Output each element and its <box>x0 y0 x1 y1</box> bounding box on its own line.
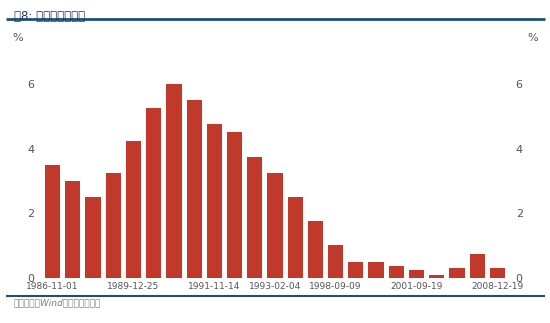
Bar <box>288 197 303 278</box>
Text: 数据来源：Wind，中信建投证券: 数据来源：Wind，中信建投证券 <box>14 299 101 308</box>
Text: %: % <box>12 33 23 43</box>
Bar <box>267 173 283 278</box>
Bar <box>227 132 242 278</box>
Bar <box>348 262 364 278</box>
Bar <box>449 268 465 278</box>
Bar <box>429 275 444 278</box>
Bar <box>247 157 262 278</box>
Bar <box>106 173 121 278</box>
Bar <box>186 100 202 278</box>
Bar <box>409 270 424 278</box>
Bar <box>389 266 404 278</box>
Bar <box>490 268 505 278</box>
Text: %: % <box>527 33 538 43</box>
Text: 图8: 日本官方贴现率: 图8: 日本官方贴现率 <box>14 10 85 23</box>
Bar <box>126 141 141 278</box>
Bar <box>146 108 161 278</box>
Bar <box>207 124 222 278</box>
Bar <box>328 245 343 278</box>
Bar <box>470 254 485 278</box>
Bar <box>166 84 182 278</box>
Bar <box>85 197 101 278</box>
Bar <box>308 221 323 278</box>
Bar <box>65 181 80 278</box>
Bar <box>368 262 384 278</box>
Bar <box>45 165 60 278</box>
